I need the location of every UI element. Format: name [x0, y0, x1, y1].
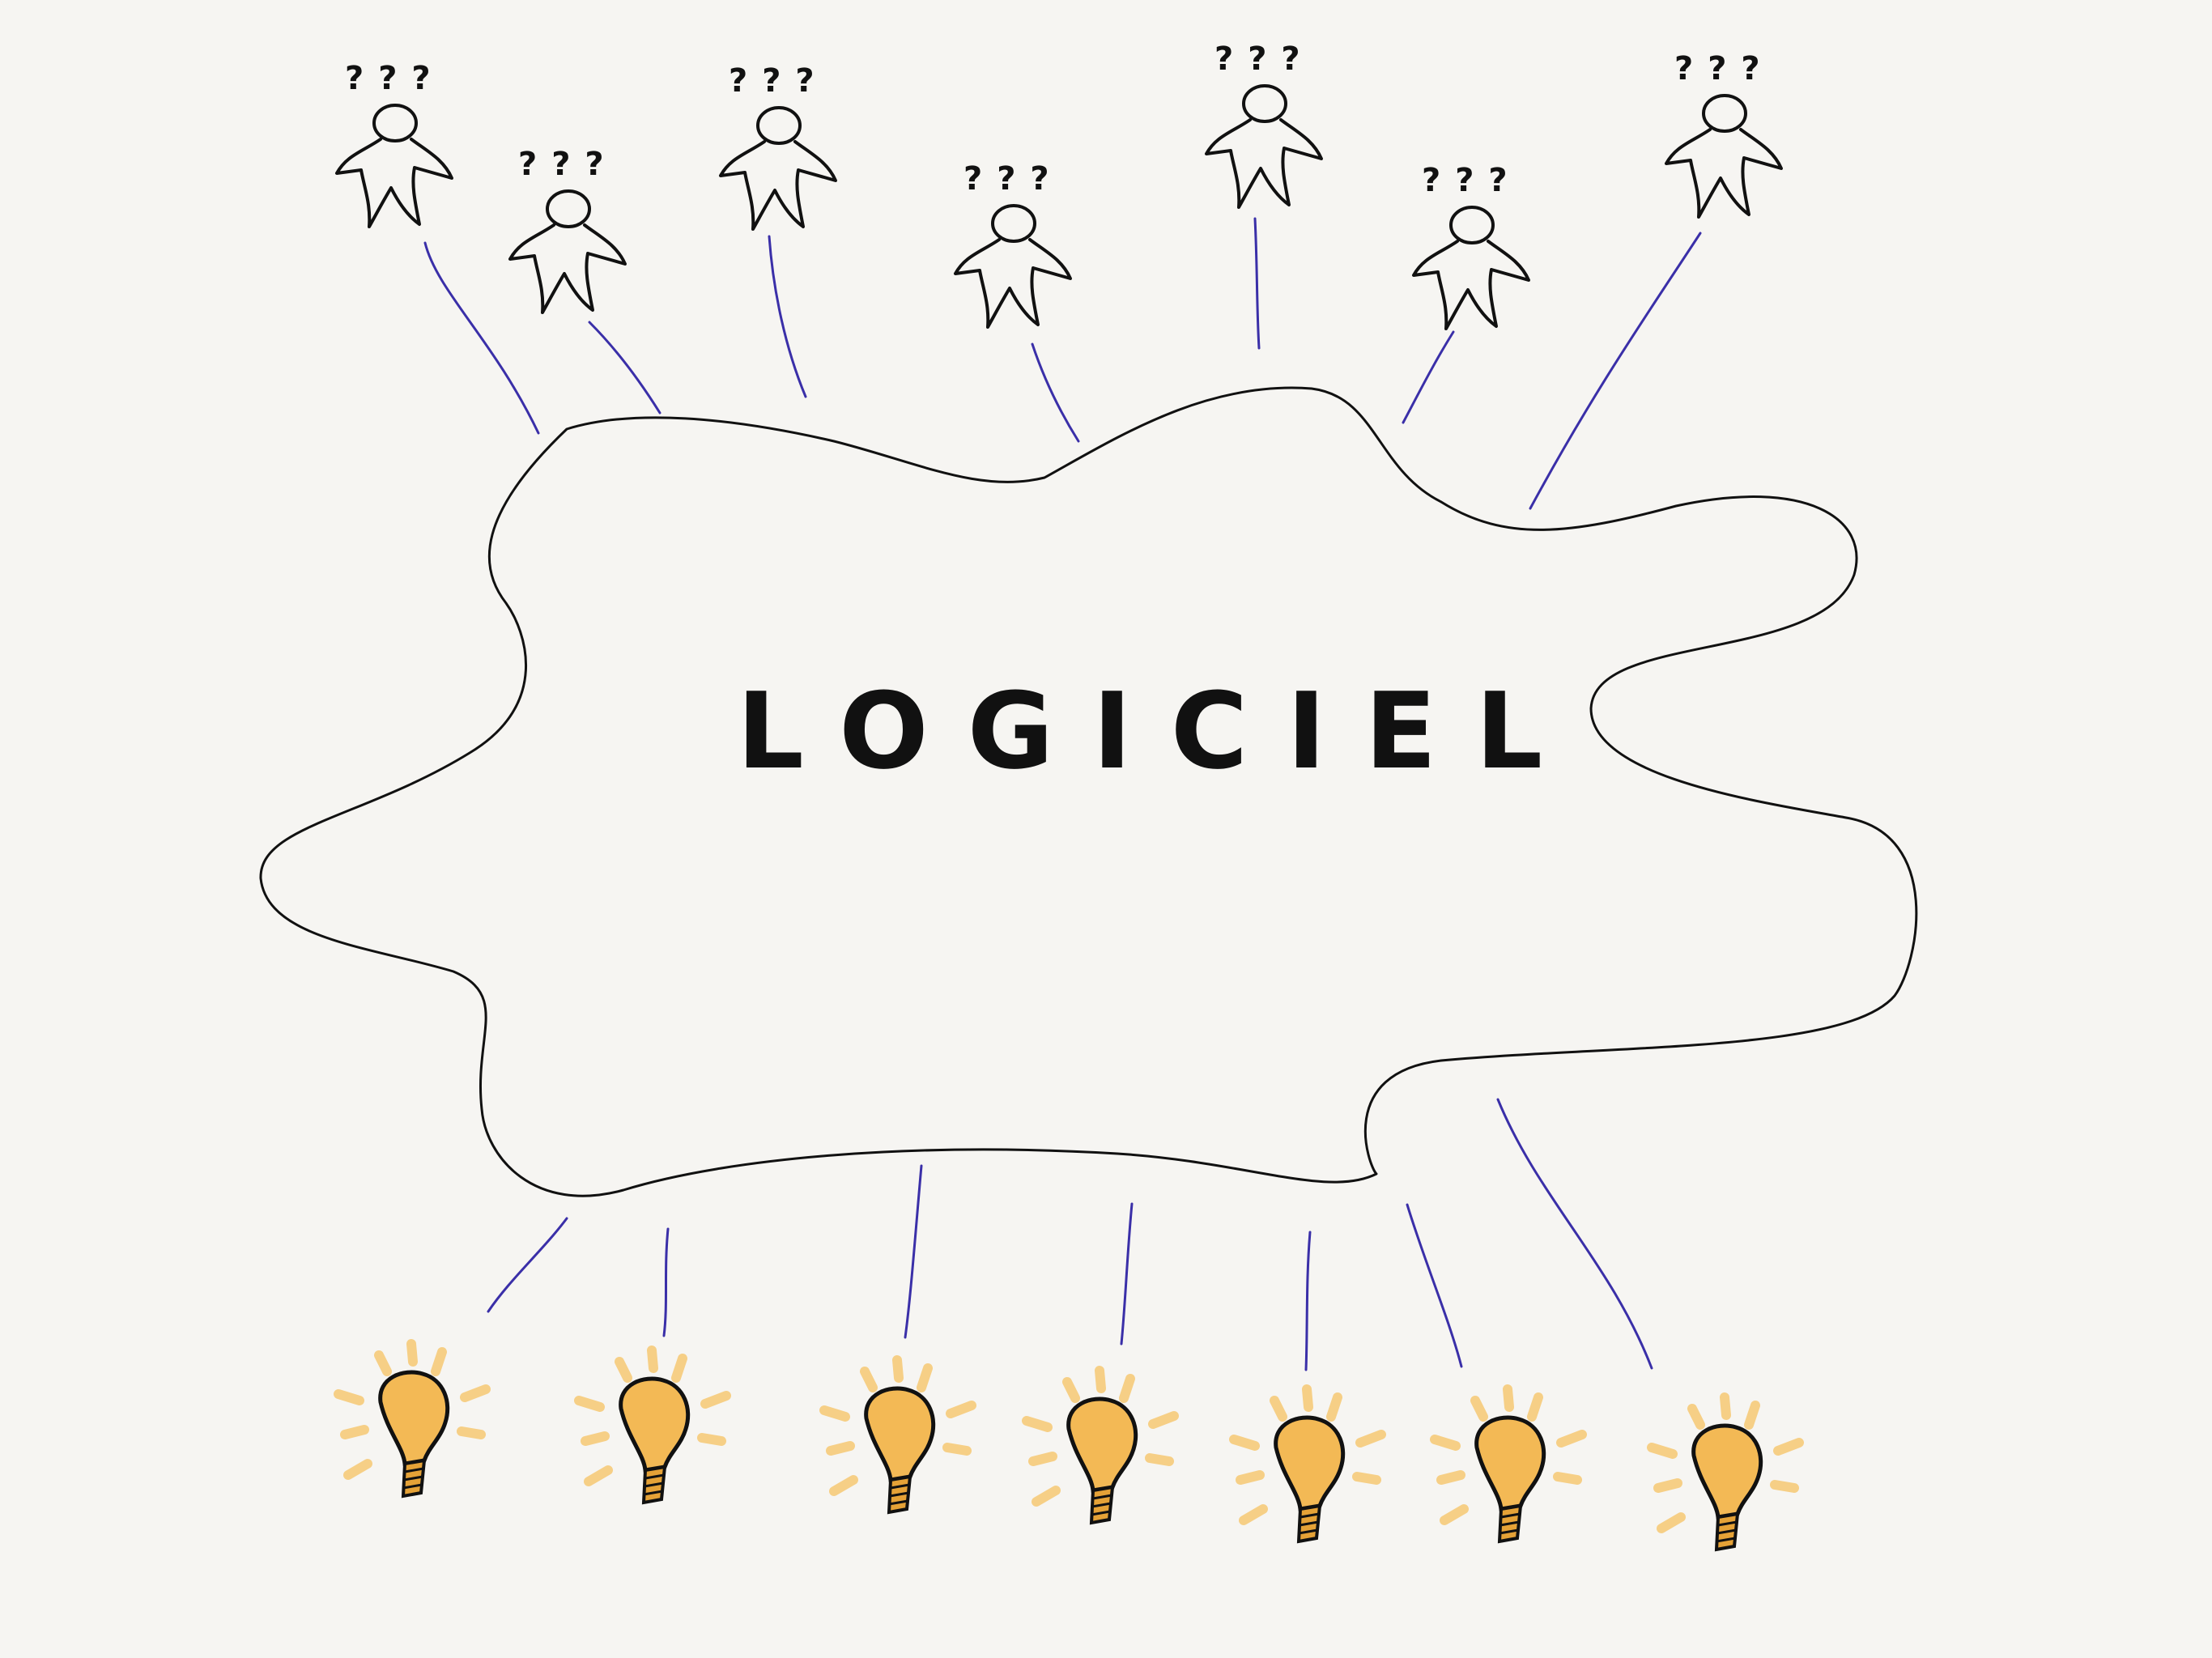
idea-bulb-2 [579, 1350, 726, 1503]
user-7: ??? [1665, 50, 1783, 219]
user-connector-4 [1031, 342, 1080, 443]
question-marks: ??? [729, 62, 829, 100]
idea-connector-2 [662, 1227, 670, 1337]
user-connector-3 [768, 235, 807, 398]
question-marks: ??? [1214, 40, 1315, 78]
question-marks: ??? [1674, 50, 1775, 87]
idea-connector-4 [1120, 1202, 1134, 1346]
user-1: ??? [335, 60, 453, 228]
idea-connector-6 [1406, 1203, 1463, 1368]
question-marks: ??? [1422, 162, 1522, 199]
user-connector-7 [1529, 232, 1702, 510]
question-marks: ??? [345, 60, 445, 97]
center-label: LOGICIEL [737, 670, 1581, 793]
user-connector-1 [423, 241, 540, 435]
user-connectors [423, 217, 1702, 510]
user-connector-6 [1402, 330, 1455, 424]
idea-bulb-4 [1027, 1371, 1174, 1523]
user-4: ??? [954, 160, 1072, 329]
idea-bulb-1 [338, 1344, 486, 1496]
user-5: ??? [1205, 40, 1323, 209]
question-marks: ??? [963, 160, 1064, 198]
software-blob [259, 386, 1918, 1197]
question-marks: ??? [518, 146, 619, 183]
idea-bulb-3 [824, 1360, 972, 1512]
user-3: ??? [719, 62, 837, 231]
user-connector-2 [588, 321, 661, 414]
user-connector-5 [1253, 217, 1261, 350]
idea-bulb-6 [1435, 1389, 1582, 1541]
user-2: ??? [508, 146, 627, 314]
idea-connector-5 [1304, 1231, 1312, 1371]
idea-bulb-7 [1652, 1397, 1799, 1550]
idea-bulb-5 [1234, 1389, 1381, 1541]
idea-connectors [487, 1098, 1653, 1371]
idea-connector-3 [904, 1164, 923, 1339]
idea-connector-7 [1496, 1098, 1653, 1370]
idea-connector-1 [487, 1217, 568, 1313]
user-6: ??? [1412, 162, 1530, 330]
